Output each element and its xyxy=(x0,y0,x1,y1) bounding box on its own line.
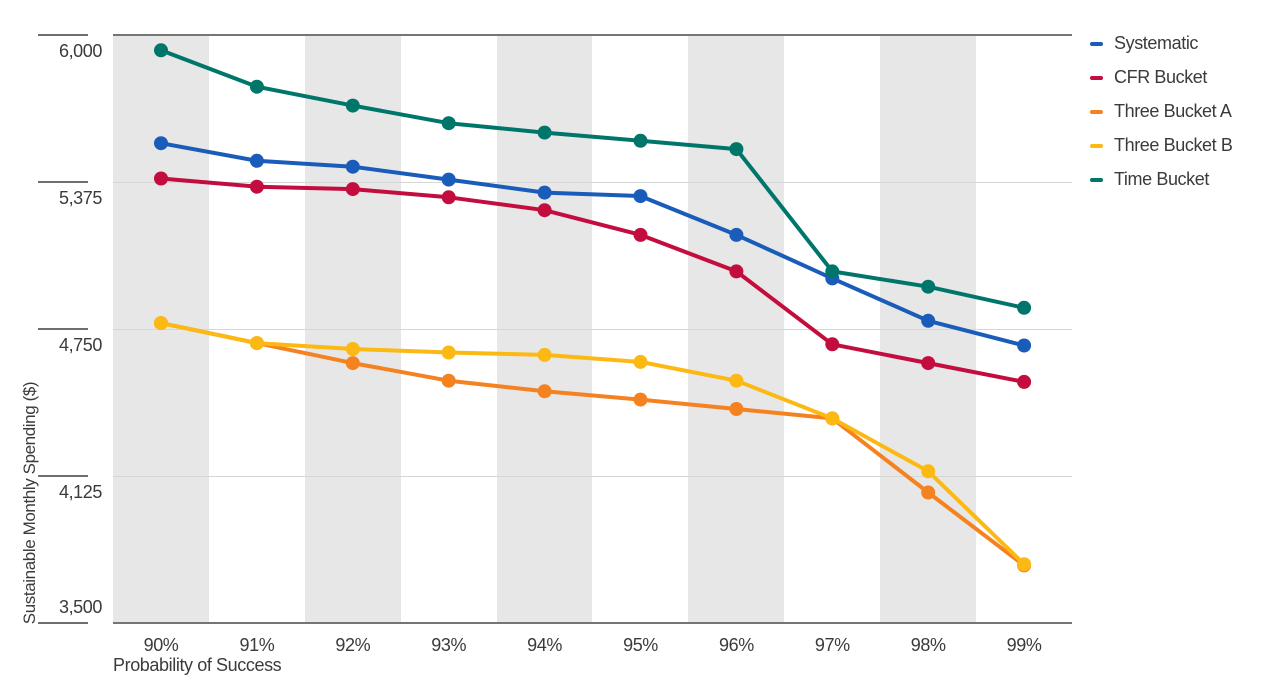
series-point-cfr-bucket xyxy=(633,227,648,242)
series-point-systematic xyxy=(633,189,648,204)
y-tick-label: 4,125 xyxy=(58,482,102,502)
series-point-three-bucket-b xyxy=(441,345,456,360)
legend-item-three-bucket-b: Three Bucket B xyxy=(1090,135,1264,156)
x-tick-label: 90% xyxy=(143,635,179,655)
series-point-time-bucket xyxy=(633,133,648,148)
y-tick-label: 4,750 xyxy=(58,335,102,355)
x-tick-label: 94% xyxy=(527,635,562,655)
series-line-time-bucket xyxy=(159,48,1027,310)
legend-item-time-bucket: Time Bucket xyxy=(1090,169,1264,190)
x-tick-label: 95% xyxy=(623,635,658,655)
series-point-three-bucket-b xyxy=(537,347,552,362)
gridline xyxy=(113,182,1072,183)
y-axis-title: Sustainable Monthly Spending ($) xyxy=(20,381,39,625)
series-point-three-bucket-b xyxy=(154,316,168,331)
series-point-systematic xyxy=(537,185,552,200)
legend-label: Three Bucket A xyxy=(1114,101,1232,121)
chart-plot-svg xyxy=(154,43,1032,573)
series-point-time-bucket xyxy=(921,279,936,294)
legend: Systematic CFR Bucket Three Bucket A Thr… xyxy=(1090,33,1264,203)
x-tick-label: 98% xyxy=(910,635,946,655)
series-point-three-bucket-a xyxy=(729,402,744,416)
series-point-cfr-bucket xyxy=(825,337,840,352)
series-point-time-bucket xyxy=(825,264,840,279)
series-point-three-bucket-a xyxy=(921,485,936,500)
gridline xyxy=(113,329,1072,330)
series-point-time-bucket xyxy=(1017,300,1032,315)
series-point-systematic xyxy=(729,227,744,242)
series-line-three-bucket-a xyxy=(159,321,1027,568)
series-point-cfr-bucket xyxy=(729,264,744,279)
legend-label: Three Bucket B xyxy=(1114,135,1233,155)
series-point-three-bucket-a xyxy=(633,392,648,407)
x-tick-label: 91% xyxy=(239,635,275,655)
series-point-time-bucket xyxy=(441,116,456,131)
legend-swatch xyxy=(1090,75,1103,80)
series-point-time-bucket xyxy=(729,142,744,157)
y-tick-label: 6,000 xyxy=(58,41,102,61)
series-point-systematic xyxy=(441,172,456,187)
y-tick-line xyxy=(38,475,88,477)
series-point-cfr-bucket xyxy=(345,182,360,197)
legend-label: Systematic xyxy=(1114,33,1199,53)
series-point-three-bucket-b xyxy=(1017,557,1032,572)
x-axis-title: Probability of Success xyxy=(113,655,282,675)
legend-label: CFR Bucket xyxy=(1114,67,1208,87)
y-tick-line xyxy=(38,328,88,330)
gridline xyxy=(113,476,1072,477)
plot-top-border xyxy=(113,34,1072,36)
series-point-systematic xyxy=(345,159,360,174)
y-tick-line xyxy=(38,622,88,624)
series-point-systematic xyxy=(249,153,264,168)
series-point-cfr-bucket xyxy=(921,356,936,371)
series-point-three-bucket-b xyxy=(921,464,936,479)
series-point-systematic xyxy=(921,313,936,328)
legend-item-cfr-bucket: CFR Bucket xyxy=(1090,67,1264,88)
legend-item-systematic: Systematic xyxy=(1090,33,1264,54)
y-tick-line xyxy=(38,181,88,183)
series-point-three-bucket-a xyxy=(345,356,360,371)
series-point-cfr-bucket xyxy=(537,203,552,218)
legend-swatch xyxy=(1090,177,1103,182)
legend-swatch xyxy=(1090,41,1103,46)
series-point-time-bucket xyxy=(154,43,168,58)
series-point-three-bucket-b xyxy=(249,336,264,351)
y-tick-line xyxy=(38,34,88,36)
series-point-three-bucket-b xyxy=(729,373,744,388)
series-point-three-bucket-b xyxy=(825,411,840,426)
legend-swatch xyxy=(1090,109,1103,114)
series-point-three-bucket-b xyxy=(345,342,360,356)
series-point-systematic xyxy=(1017,338,1032,353)
x-tick-label: 99% xyxy=(1006,635,1042,655)
series-point-time-bucket xyxy=(249,79,264,94)
series-point-time-bucket xyxy=(345,98,360,113)
series-line-three-bucket-b xyxy=(159,321,1027,567)
series-point-time-bucket xyxy=(537,125,552,140)
series-point-cfr-bucket xyxy=(1017,374,1032,389)
series-point-three-bucket-a xyxy=(537,384,552,399)
x-axis-line xyxy=(113,622,1072,624)
x-tick-label: 92% xyxy=(335,635,371,655)
series-point-cfr-bucket xyxy=(154,171,168,186)
legend-swatch xyxy=(1090,143,1103,148)
y-tick-label: 5,375 xyxy=(58,188,102,208)
series-point-three-bucket-b xyxy=(633,354,648,369)
series-point-systematic xyxy=(154,136,168,151)
series-line-systematic xyxy=(159,141,1027,348)
series-point-three-bucket-a xyxy=(441,373,456,388)
x-tick-label: 96% xyxy=(718,635,754,655)
series-point-cfr-bucket xyxy=(441,190,456,205)
x-tick-label: 97% xyxy=(814,635,850,655)
y-tick-label: 3,500 xyxy=(58,597,102,617)
legend-item-three-bucket-a: Three Bucket A xyxy=(1090,101,1264,122)
series-line-cfr-bucket xyxy=(159,176,1027,384)
legend-label: Time Bucket xyxy=(1114,169,1209,189)
series-point-cfr-bucket xyxy=(249,179,264,194)
x-tick-label: 93% xyxy=(431,635,467,655)
